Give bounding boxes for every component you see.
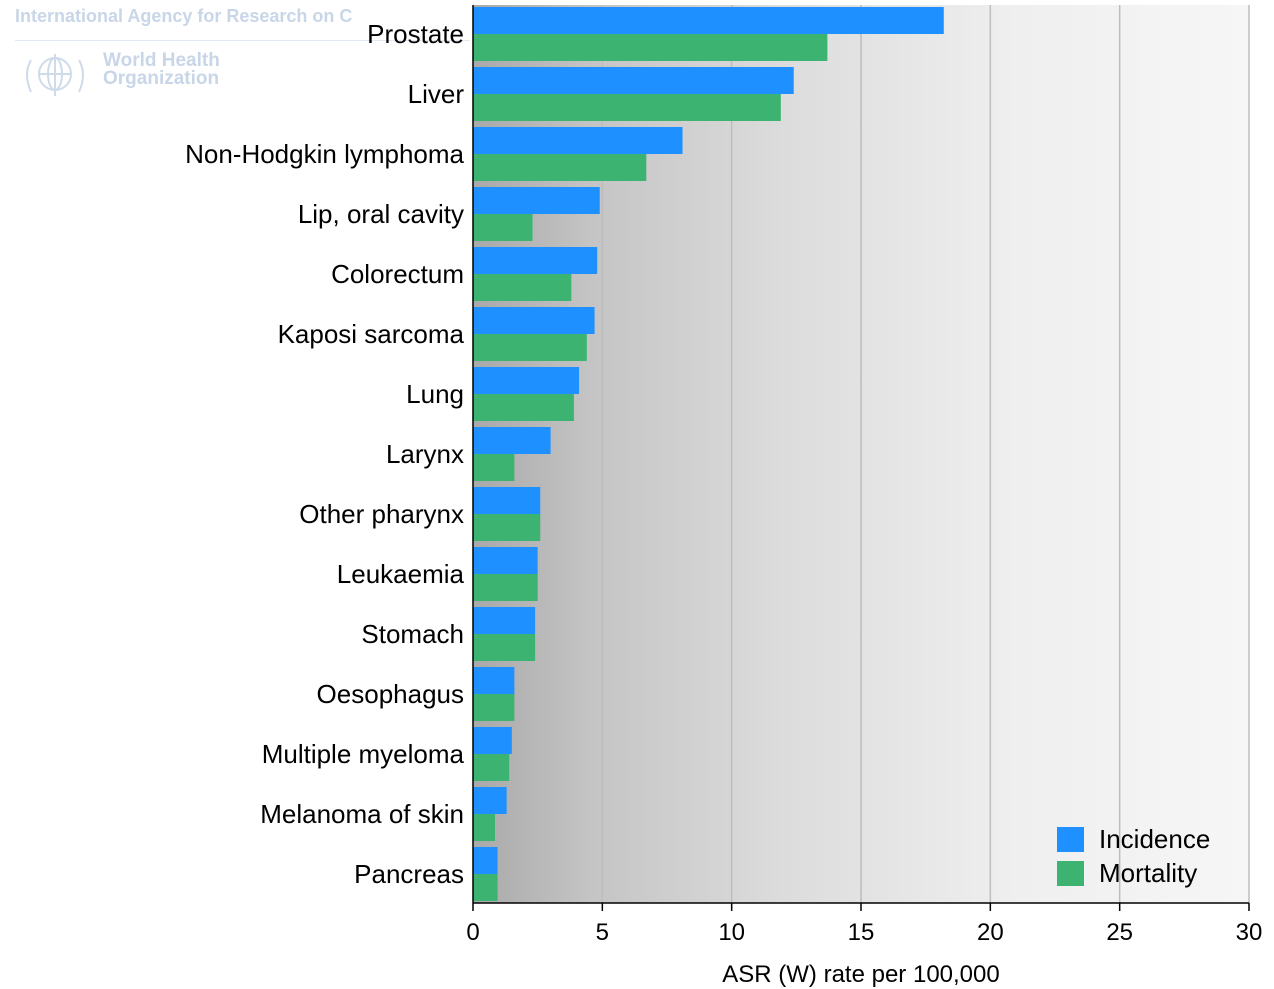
who-emblem-icon [26, 54, 84, 96]
bar-mortality [473, 514, 541, 541]
bar-mortality [473, 874, 498, 901]
category-label: Non-Hodgkin lymphoma [185, 139, 464, 169]
category-label: Prostate [367, 19, 464, 49]
bar-incidence [473, 487, 541, 514]
watermark-divider [15, 40, 470, 41]
who-name-line2: Organization [103, 68, 220, 89]
x-tick-label: 15 [848, 919, 875, 946]
legend-swatch [1057, 827, 1084, 852]
x-tick-label: 10 [718, 919, 745, 946]
who-name: World Health Organization [103, 50, 220, 89]
bar-incidence [473, 307, 595, 334]
category-label: Stomach [361, 619, 464, 649]
bar-mortality [473, 454, 515, 481]
category-label: Lung [406, 379, 464, 409]
bar-mortality [473, 694, 515, 721]
bar-mortality [473, 814, 495, 841]
legend-swatch [1057, 861, 1084, 886]
bar-mortality [473, 754, 510, 781]
x-tick-label: 5 [596, 919, 609, 946]
bar-incidence [473, 727, 512, 754]
category-label: Melanoma of skin [260, 799, 464, 829]
bar-incidence [473, 427, 551, 454]
category-label: Liver [408, 79, 465, 109]
bar-mortality [473, 154, 647, 181]
x-axis-title: ASR (W) rate per 100,000 [722, 961, 999, 988]
category-label: Lip, oral cavity [298, 199, 464, 229]
category-label: Other pharynx [299, 499, 464, 529]
bar-mortality [473, 94, 781, 121]
bar-mortality [473, 334, 587, 361]
x-ticks: 0 5 10 15 20 25 30 [466, 903, 1262, 946]
category-label: Larynx [386, 439, 464, 469]
bar-incidence [473, 187, 600, 214]
bar-incidence [473, 127, 683, 154]
bar-incidence [473, 847, 498, 874]
agency-watermark: International Agency for Research on C [15, 6, 353, 26]
bar-incidence [473, 787, 507, 814]
bar-mortality [473, 394, 574, 421]
bar-mortality [473, 214, 533, 241]
who-name-line1: World Health [103, 50, 220, 71]
bar-incidence [473, 607, 536, 634]
category-label: Kaposi sarcoma [278, 319, 465, 349]
category-label: Oesophagus [317, 679, 464, 709]
bar-incidence [473, 667, 515, 694]
bar-mortality [473, 34, 828, 61]
x-tick-label: 20 [977, 919, 1004, 946]
bar-mortality [473, 274, 572, 301]
x-tick-label: 0 [466, 919, 479, 946]
category-label: Colorectum [331, 259, 464, 289]
category-label: Leukaemia [337, 559, 465, 589]
category-label: Pancreas [354, 859, 464, 889]
x-tick-label: 30 [1236, 919, 1263, 946]
legend-label: Incidence [1099, 824, 1210, 854]
category-labels: Prostate Liver Non-Hodgkin lymphoma Lip, or… [185, 19, 464, 889]
bar-mortality [473, 634, 536, 661]
x-tick-label: 25 [1106, 919, 1133, 946]
gridlines [601, 5, 1250, 903]
legend: Incidence Mortality [1057, 824, 1210, 888]
legend-label: Mortality [1099, 858, 1197, 888]
bar-mortality [473, 574, 538, 601]
bar-incidence [473, 67, 794, 94]
bars [473, 7, 944, 901]
category-label: Multiple myeloma [262, 739, 465, 769]
bar-incidence [473, 7, 944, 34]
bar-incidence [473, 367, 580, 394]
bar-incidence [473, 547, 538, 574]
bar-incidence [473, 247, 598, 274]
